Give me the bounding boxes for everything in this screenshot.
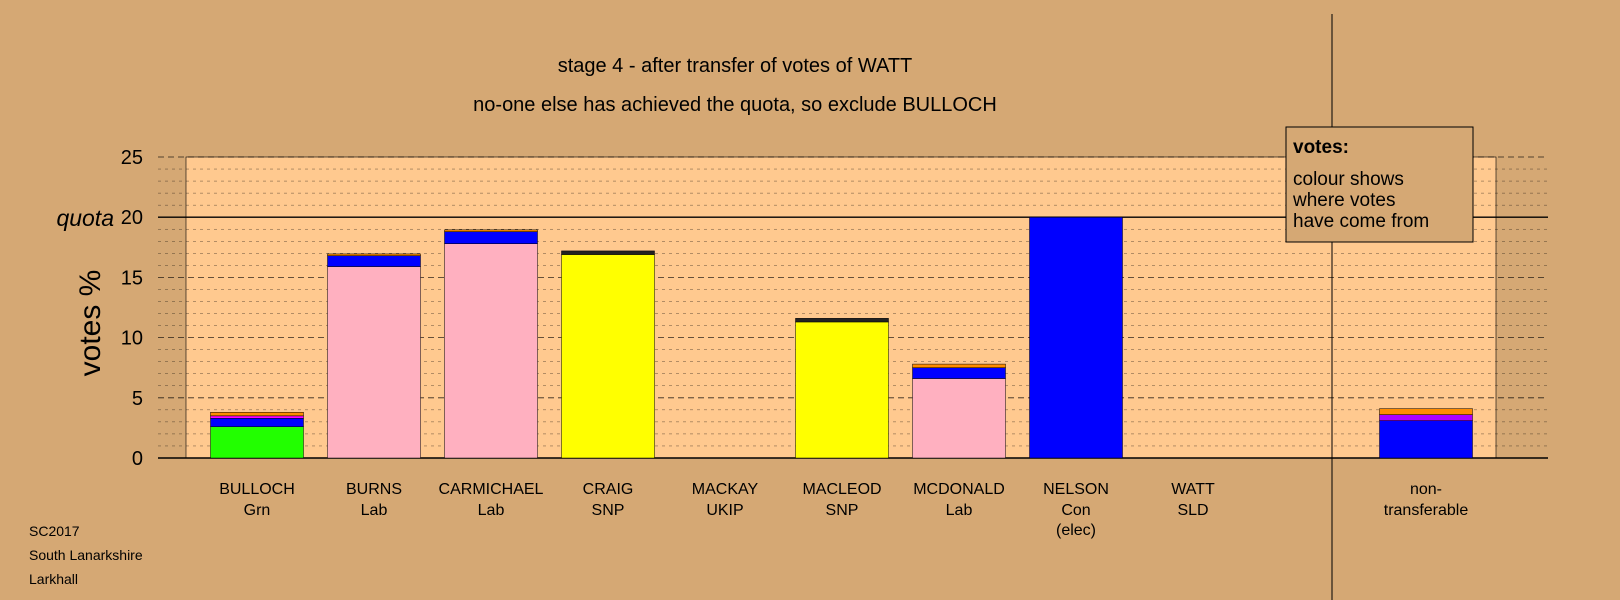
candidate-name: MACLEOD xyxy=(802,481,881,498)
bar-segment xyxy=(912,378,1006,459)
candidate-party: Lab xyxy=(478,502,505,519)
candidate-party: UKIP xyxy=(706,502,743,519)
candidate-party: Lab xyxy=(946,502,973,519)
y-tick-label: 5 xyxy=(132,388,143,410)
candidate-labels: BULLOCH Grn BURNS Lab CARMICHAEL Lab CRAIG SNP M… xyxy=(219,481,1468,539)
legend-line-3: have come from xyxy=(1293,211,1429,232)
candidate-party: SLD xyxy=(1177,502,1208,519)
y-tick-label: 10 xyxy=(121,328,143,350)
chart-title: stage 4 - after transfer of votes of WAT… xyxy=(558,55,913,77)
bar-segment xyxy=(912,363,1006,368)
legend-title: votes: xyxy=(1293,137,1349,158)
bar-segment xyxy=(444,229,538,232)
y-tick-label: 20 xyxy=(121,207,143,229)
bar-segment xyxy=(561,250,655,255)
candidate-party: Grn xyxy=(244,502,271,519)
bar-segment xyxy=(210,418,304,427)
bar-segment xyxy=(795,318,889,323)
quota-label: quota xyxy=(56,205,114,231)
y-tick-label: 0 xyxy=(132,448,143,470)
bar-segment xyxy=(444,231,538,244)
candidate-party: SNP xyxy=(826,502,859,519)
nontransferable-segment xyxy=(1379,414,1473,421)
legend-box xyxy=(1285,126,1474,243)
nontransferable-segment xyxy=(1379,408,1473,415)
bar-segment xyxy=(210,411,304,417)
footer-election: SC2017 xyxy=(29,523,80,539)
nontransferable-label-1: non- xyxy=(1410,481,1442,498)
bar-segment xyxy=(210,426,304,459)
bar-segment xyxy=(210,415,304,419)
candidate-party: SNP xyxy=(592,502,625,519)
bar-segment xyxy=(327,255,421,267)
bars xyxy=(210,216,1473,459)
footer-council: South Lanarkshire xyxy=(29,547,143,563)
candidate-name: NELSON xyxy=(1043,481,1109,498)
y-axis-label: votes % xyxy=(74,270,107,377)
y-tick-label: 25 xyxy=(121,147,143,169)
legend-line-1: colour shows xyxy=(1293,169,1404,190)
bar-segment xyxy=(795,321,889,459)
bar-segment xyxy=(444,243,538,459)
candidate-party: Con xyxy=(1061,502,1090,519)
candidate-name: BULLOCH xyxy=(219,481,295,498)
candidate-note: (elec) xyxy=(1056,522,1096,539)
bar-segment xyxy=(327,253,421,256)
candidate-name: MACKAY xyxy=(692,481,759,498)
candidate-name: CARMICHAEL xyxy=(439,481,544,498)
candidate-name: WATT xyxy=(1171,481,1215,498)
chart-subtitle: no-one else has achieved the quota, so e… xyxy=(473,94,997,116)
bar-segment xyxy=(912,367,1006,379)
bar-segment xyxy=(561,254,655,459)
nontransferable-label-2: transferable xyxy=(1384,502,1469,519)
bar-segment xyxy=(327,266,421,459)
y-tick-label: 15 xyxy=(121,267,143,289)
legend-line-2: where votes xyxy=(1292,190,1395,211)
nontransferable-segment xyxy=(1379,420,1473,459)
legend: votes: colour shows where votes have com… xyxy=(1285,126,1474,243)
candidate-party: Lab xyxy=(361,502,388,519)
bar-segment xyxy=(1029,216,1123,459)
candidate-name: MCDONALD xyxy=(913,481,1005,498)
footer-ward: Larkhall xyxy=(29,571,78,587)
candidate-name: BURNS xyxy=(346,481,402,498)
candidate-name: CRAIG xyxy=(583,481,634,498)
